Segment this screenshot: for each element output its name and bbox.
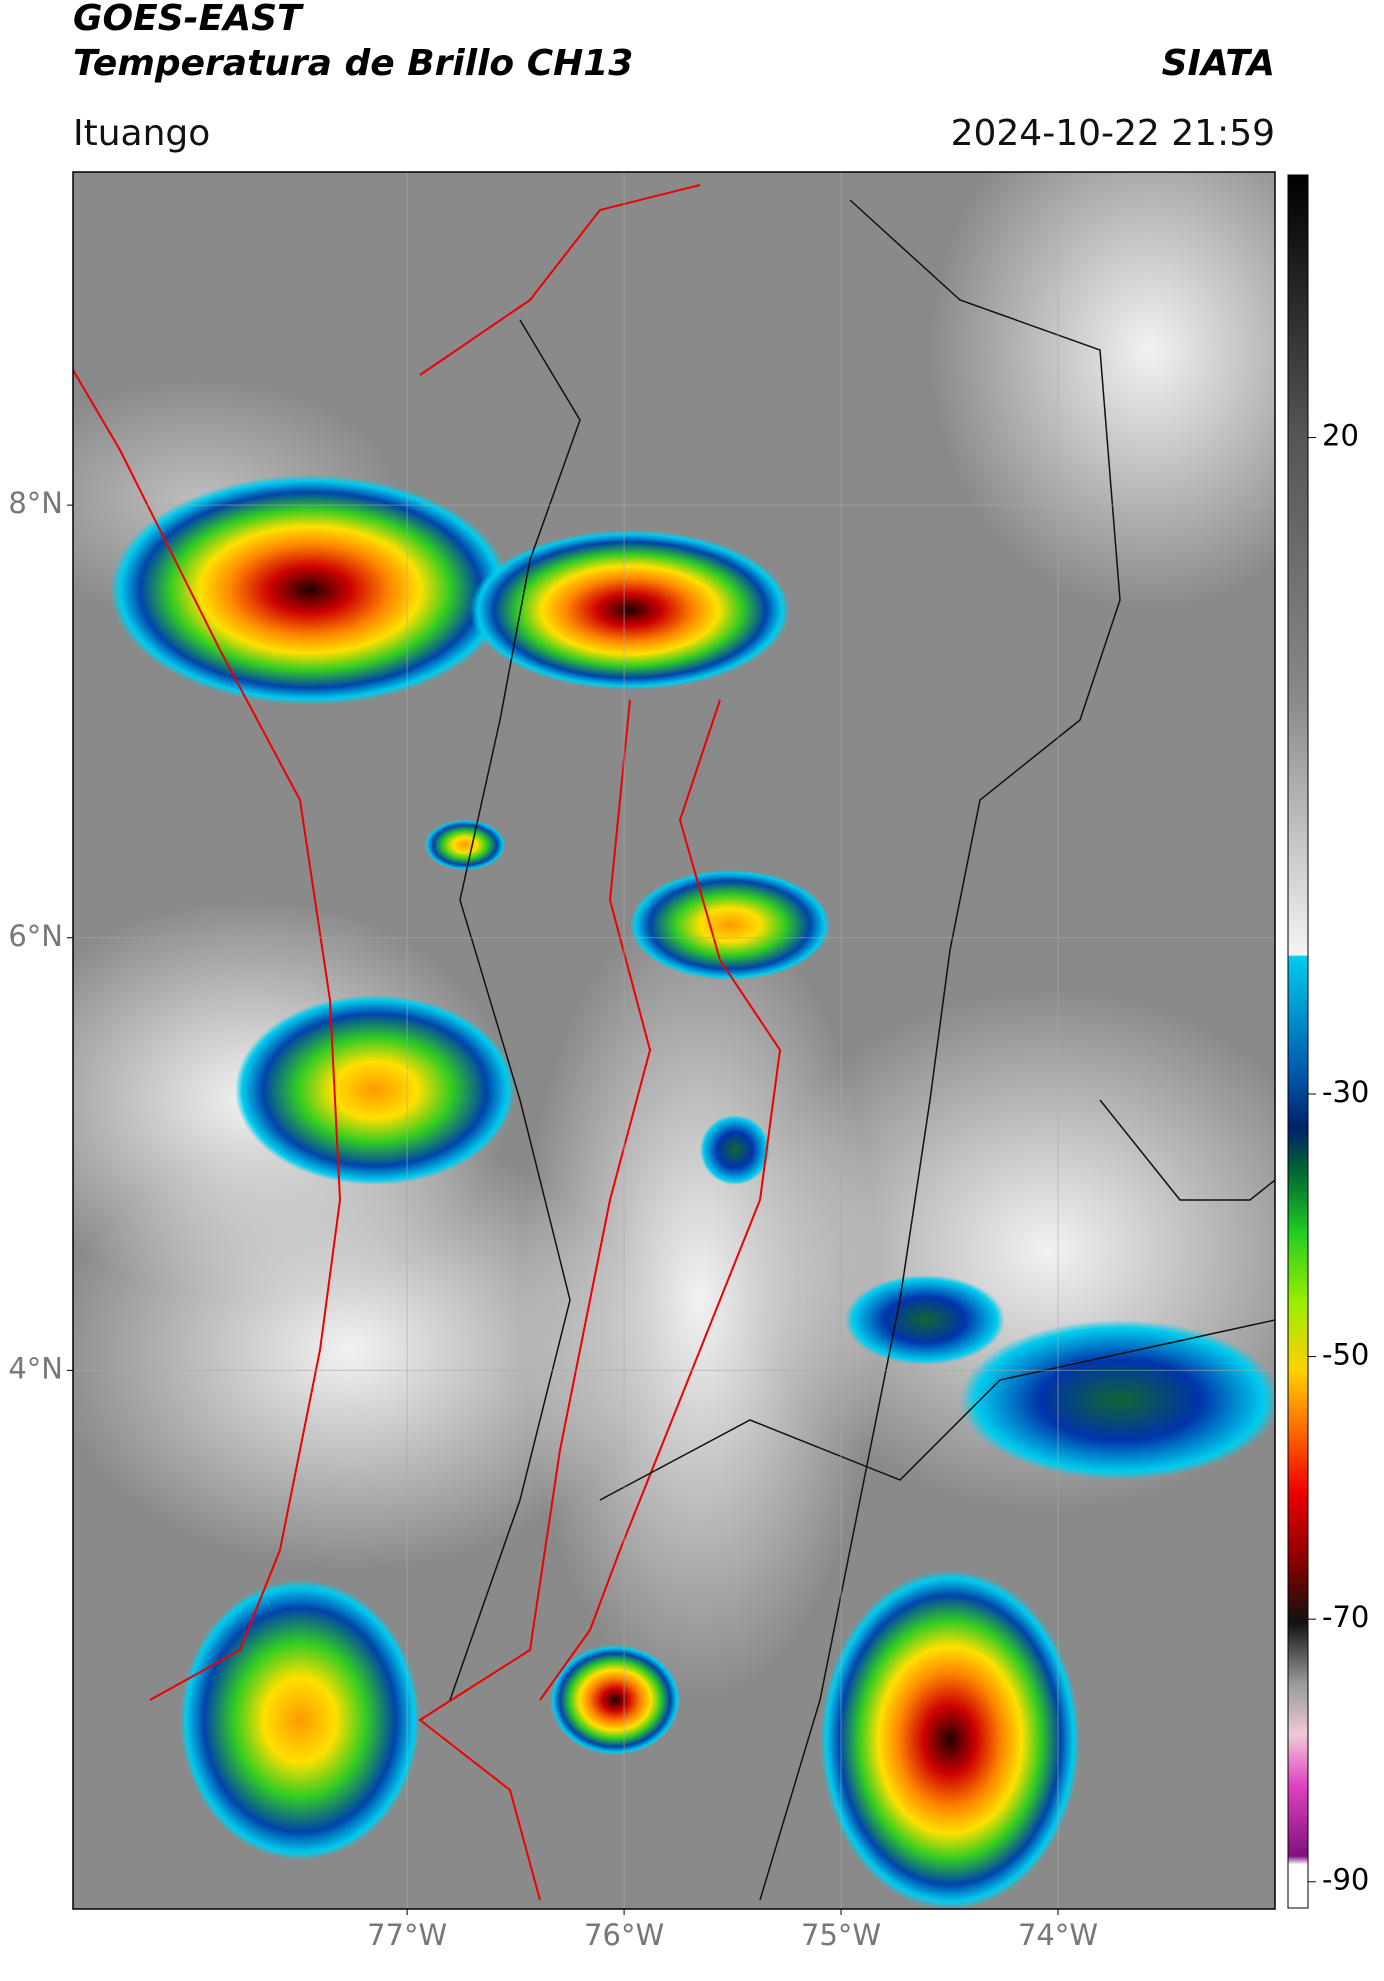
y-tick-label: 8°N xyxy=(8,486,63,520)
x-tick-label: 77°W xyxy=(367,1918,447,1952)
subtitle: Temperatura de Brillo CH13 xyxy=(73,43,633,84)
colorbar-tick-label: -30 xyxy=(1322,1075,1369,1109)
satellite-image xyxy=(73,172,1275,1909)
colorbar-tick-label: 20 xyxy=(1322,419,1359,453)
y-tick-label: 4°N xyxy=(8,1351,63,1385)
colorbar-tick-label: -50 xyxy=(1322,1338,1369,1372)
y-tick-label: 6°N xyxy=(8,919,63,953)
x-tick-label: 74°W xyxy=(1018,1918,1098,1952)
map-frame xyxy=(72,171,1276,1910)
x-tick-label: 76°W xyxy=(584,1918,664,1952)
colorbar-tick-label: -70 xyxy=(1322,1600,1369,1634)
title: GOES-EAST xyxy=(73,0,304,39)
datetime: 2024-10-22 21:59 xyxy=(951,113,1275,154)
location: Ituango xyxy=(73,113,210,154)
x-tick-label: 75°W xyxy=(801,1918,881,1952)
colorbar xyxy=(1287,174,1309,1909)
colorbar-tick-label: -90 xyxy=(1322,1863,1369,1897)
source: SIATA xyxy=(1162,43,1275,84)
